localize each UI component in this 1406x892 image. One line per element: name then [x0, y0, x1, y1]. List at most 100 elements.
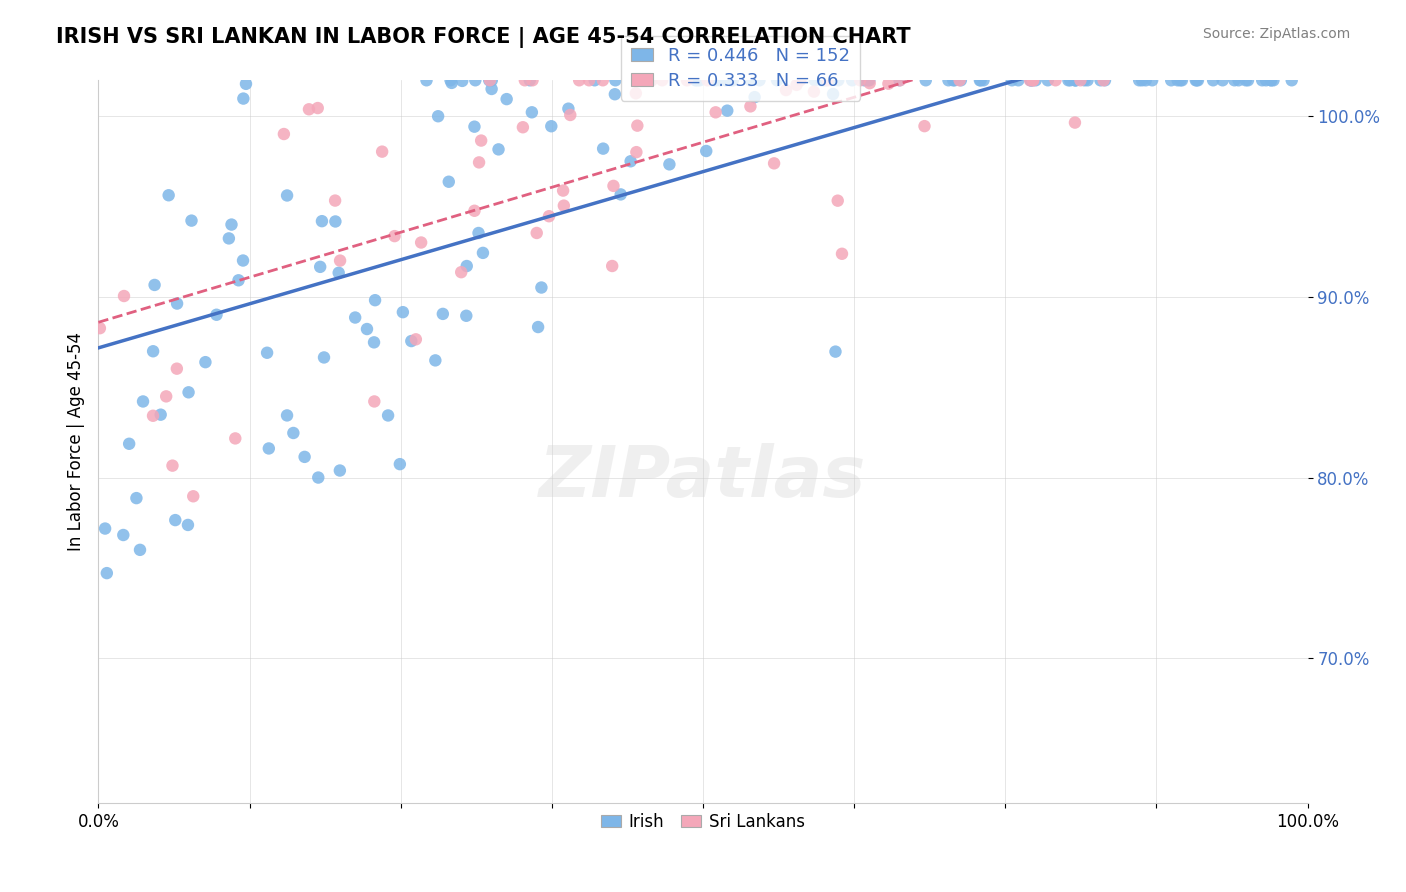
Point	[831, 247, 853, 261]
Point	[1073, 73, 1095, 87]
Point	[194, 355, 217, 369]
Point	[1025, 73, 1047, 87]
Point	[432, 307, 454, 321]
Point	[142, 344, 165, 359]
Point	[132, 394, 155, 409]
Point	[371, 145, 394, 159]
Point	[721, 73, 744, 87]
Point	[1251, 73, 1274, 87]
Point	[513, 73, 536, 87]
Point	[356, 322, 378, 336]
Point	[467, 226, 489, 240]
Point	[401, 334, 423, 348]
Point	[520, 105, 543, 120]
Point	[440, 76, 463, 90]
Point	[568, 73, 591, 87]
Point	[464, 73, 486, 87]
Point	[180, 213, 202, 227]
Point	[748, 73, 770, 87]
Point	[166, 361, 188, 376]
Point	[344, 310, 367, 325]
Point	[329, 253, 352, 268]
Point	[578, 73, 600, 87]
Point	[814, 73, 837, 87]
Point	[112, 528, 135, 542]
Point	[811, 73, 834, 87]
Point	[704, 73, 727, 87]
Point	[363, 335, 385, 350]
Point	[1185, 73, 1208, 87]
Text: IRISH VS SRI LANKAN IN LABOR FORCE | AGE 45-54 CORRELATION CHART: IRISH VS SRI LANKAN IN LABOR FORCE | AGE…	[56, 27, 911, 48]
Point	[1171, 73, 1194, 87]
Point	[218, 231, 240, 245]
Point	[527, 320, 550, 334]
Point	[311, 214, 333, 228]
Point	[856, 73, 879, 87]
Point	[716, 103, 738, 118]
Point	[605, 73, 627, 87]
Point	[481, 73, 503, 87]
Point	[889, 73, 911, 87]
Point	[439, 73, 461, 87]
Point	[478, 73, 501, 87]
Point	[312, 351, 335, 365]
Point	[519, 73, 541, 87]
Point	[600, 259, 623, 273]
Point	[273, 127, 295, 141]
Point	[165, 513, 187, 527]
Point	[470, 134, 492, 148]
Point	[1140, 73, 1163, 87]
Point	[1007, 73, 1029, 87]
Point	[849, 73, 872, 87]
Point	[232, 253, 254, 268]
Point	[969, 73, 991, 87]
Point	[583, 73, 606, 87]
Point	[177, 385, 200, 400]
Point	[1057, 73, 1080, 87]
Point	[157, 188, 180, 202]
Point	[1092, 73, 1115, 87]
Point	[1223, 73, 1246, 87]
Point	[94, 522, 117, 536]
Point	[1064, 73, 1087, 87]
Point	[803, 85, 825, 99]
Point	[463, 203, 485, 218]
Point	[425, 353, 447, 368]
Point	[388, 457, 411, 471]
Point	[969, 73, 991, 87]
Point	[364, 293, 387, 308]
Point	[803, 73, 825, 87]
Point	[824, 344, 846, 359]
Point	[471, 246, 494, 260]
Point	[224, 431, 246, 445]
Point	[478, 73, 501, 87]
Point	[257, 442, 280, 456]
Point	[537, 209, 560, 223]
Point	[1237, 73, 1260, 87]
Point	[1254, 73, 1277, 87]
Point	[1022, 73, 1045, 87]
Point	[938, 73, 960, 87]
Point	[949, 73, 972, 87]
Point	[1064, 115, 1087, 129]
Point	[638, 73, 661, 87]
Point	[512, 120, 534, 135]
Point	[526, 226, 548, 240]
Point	[889, 73, 911, 87]
Point	[384, 229, 406, 244]
Point	[329, 463, 352, 477]
Point	[1263, 73, 1285, 87]
Point	[827, 194, 849, 208]
Point	[488, 142, 510, 156]
Point	[1160, 73, 1182, 87]
Point	[166, 296, 188, 310]
Point	[553, 199, 575, 213]
Point	[714, 73, 737, 87]
Point	[1234, 73, 1257, 87]
Point	[766, 73, 789, 87]
Point	[283, 425, 305, 440]
Point	[235, 77, 257, 91]
Point	[96, 566, 118, 581]
Point	[377, 409, 399, 423]
Point	[232, 92, 254, 106]
